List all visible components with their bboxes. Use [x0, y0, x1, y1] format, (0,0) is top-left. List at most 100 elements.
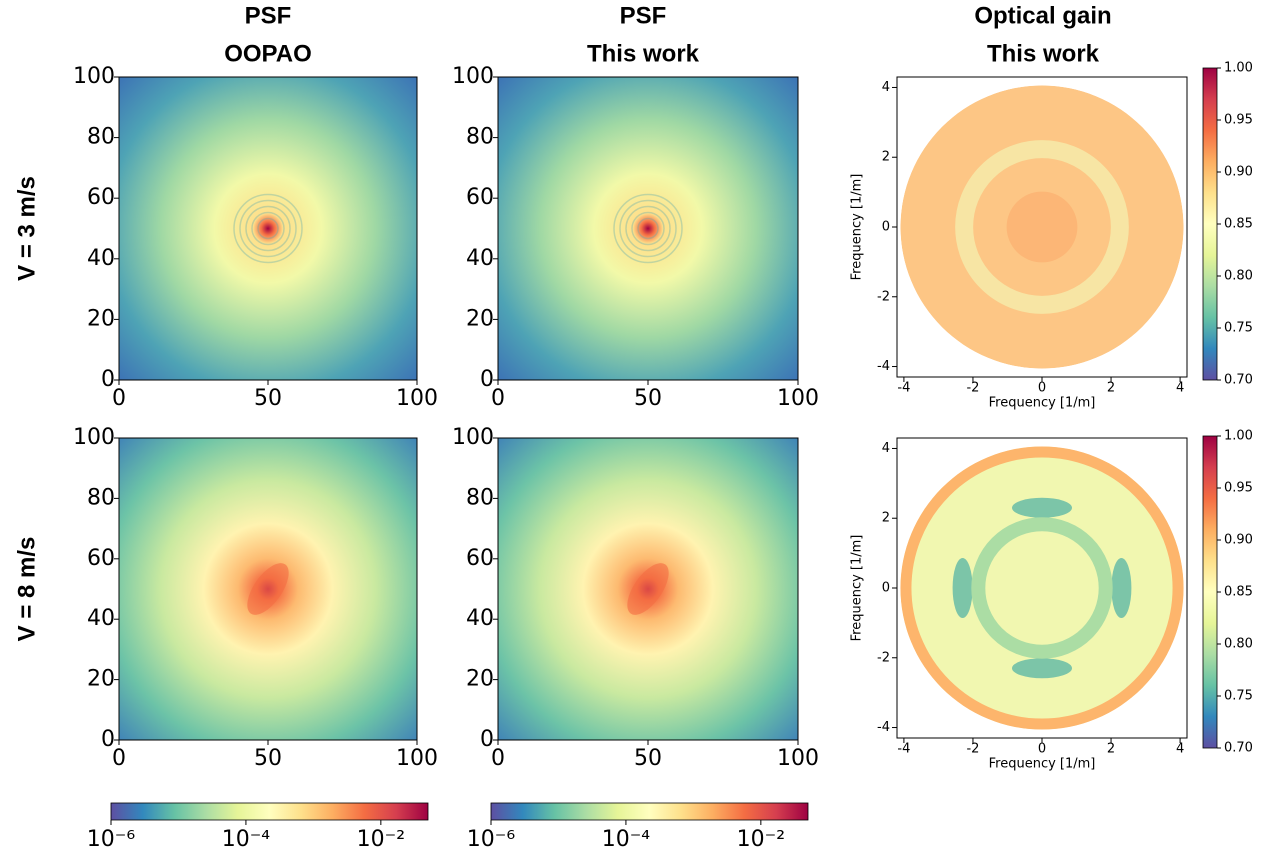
- gain-ring: [955, 140, 1129, 314]
- column-title: OOPAO: [224, 40, 312, 67]
- column-title: Optical gain: [974, 2, 1111, 29]
- colorbar: [110, 802, 429, 821]
- colorbar: [490, 802, 809, 821]
- y-tick-label: 4: [882, 441, 890, 456]
- colorbar-tick-label: 10⁻⁴: [222, 827, 271, 852]
- x-tick-label: 50: [634, 386, 662, 411]
- row-label: V = 8 m/s: [13, 537, 40, 642]
- y-tick-label: -4: [877, 359, 890, 374]
- colorbar-tick-label: 10⁻²: [357, 827, 405, 852]
- colorbar-tick-label: 0.80: [1224, 637, 1253, 652]
- column-title: This work: [587, 40, 700, 67]
- x-tick-label: 100: [396, 746, 438, 771]
- colorbar-tick-label: 0.75: [1224, 321, 1253, 336]
- psf-ring: [619, 199, 677, 258]
- x-tick-label: 2: [1107, 381, 1115, 396]
- colorbar-tick-label: 10⁻⁶: [87, 827, 136, 852]
- colorbar-tick-label: 0.95: [1224, 481, 1253, 496]
- psf-image: [498, 77, 798, 380]
- x-tick-label: -4: [897, 381, 910, 396]
- colorbar-tick-label: 0.75: [1224, 689, 1253, 704]
- y-tick-label: 20: [466, 306, 494, 331]
- colorbar-tick-label: 1.00: [1224, 61, 1253, 76]
- y-tick-label: 40: [87, 246, 115, 271]
- psf-ring: [239, 199, 297, 258]
- y-tick-label: -2: [877, 650, 890, 665]
- psf-ring: [245, 205, 291, 252]
- colorbar: [1202, 435, 1218, 749]
- y-tick-label: 60: [466, 546, 494, 571]
- x-tick-label: 0: [1038, 742, 1046, 757]
- x-tick-label: 4: [1176, 742, 1184, 757]
- gain-image: [900, 446, 1184, 730]
- gain-blob: [952, 558, 973, 618]
- x-tick-label: 100: [396, 386, 438, 411]
- y-tick-label: 20: [87, 667, 115, 692]
- y-tick-label: 0: [101, 367, 115, 392]
- gain-blob: [1012, 658, 1072, 679]
- x-tick-label: 50: [254, 746, 282, 771]
- y-tick-label: 100: [452, 425, 494, 450]
- column-title: This work: [987, 40, 1100, 67]
- x-tick-label: 100: [777, 386, 819, 411]
- y-tick-label: 80: [466, 125, 494, 150]
- psf-image: [119, 77, 417, 380]
- y-tick-label: 0: [480, 367, 494, 392]
- colorbar-tick-label: 0.70: [1224, 741, 1253, 756]
- y-tick-label: 20: [466, 667, 494, 692]
- gain-disk: [900, 446, 1184, 730]
- y-tick-label: 100: [73, 64, 115, 89]
- y-tick-label: 40: [466, 246, 494, 271]
- psf-ring: [251, 211, 285, 246]
- y-tick-label: 40: [87, 606, 115, 631]
- y-tick-label: 20: [87, 306, 115, 331]
- psf-ring: [631, 211, 665, 246]
- x-tick-label: 0: [112, 386, 126, 411]
- colorbar-tick-label: 0.90: [1224, 165, 1253, 180]
- y-tick-label: 60: [87, 546, 115, 571]
- colorbar-tick-label: 0.70: [1224, 373, 1253, 388]
- y-tick-label: 80: [87, 125, 115, 150]
- colorbar-tick-label: 0.90: [1224, 533, 1253, 548]
- psf-ring: [233, 193, 303, 264]
- y-tick-label: 60: [87, 185, 115, 210]
- x-axis-label: Frequency [1/m]: [989, 396, 1096, 411]
- y-tick-label: 80: [466, 485, 494, 510]
- colorbar-tick-label: 1.00: [1224, 429, 1253, 444]
- y-tick-label: 80: [87, 485, 115, 510]
- colorbar-tick-label: 10⁻⁴: [602, 827, 651, 852]
- x-tick-label: 0: [491, 386, 505, 411]
- x-tick-label: 2: [1107, 742, 1115, 757]
- x-tick-label: 0: [1038, 381, 1046, 396]
- y-tick-label: 60: [466, 185, 494, 210]
- y-axis-label: Frequency [1/m]: [850, 535, 865, 642]
- colorbar-tick-label: 0.85: [1224, 217, 1253, 232]
- y-tick-label: 0: [882, 220, 890, 235]
- row-label: V = 3 m/s: [13, 176, 40, 281]
- y-tick-label: 2: [882, 150, 890, 165]
- x-tick-label: -2: [966, 742, 979, 757]
- gain-core: [1006, 191, 1078, 263]
- y-tick-label: 4: [882, 80, 890, 95]
- y-tick-label: -2: [877, 289, 890, 304]
- gain-ring: [971, 517, 1113, 659]
- y-tick-label: 0: [101, 727, 115, 752]
- colorbar-tick-label: 0.85: [1224, 585, 1253, 600]
- psf-core: [627, 563, 669, 615]
- y-tick-label: 0: [882, 581, 890, 596]
- psf-ring: [625, 205, 671, 252]
- images: [119, 77, 1187, 740]
- y-tick-label: 100: [73, 425, 115, 450]
- gain-image: [900, 85, 1184, 369]
- colorbar-tick-label: 0.80: [1224, 269, 1253, 284]
- x-tick-label: 4: [1176, 381, 1184, 396]
- x-tick-label: 50: [634, 746, 662, 771]
- colorbar-tick-label: 10⁻²: [737, 827, 785, 852]
- y-tick-label: 40: [466, 606, 494, 631]
- colorbar-tick-label: 10⁻⁶: [467, 827, 516, 852]
- x-tick-label: 0: [491, 746, 505, 771]
- colorbar-tick-label: 0.95: [1224, 113, 1253, 128]
- x-tick-label: 0: [112, 746, 126, 771]
- column-title: PSF: [245, 2, 292, 29]
